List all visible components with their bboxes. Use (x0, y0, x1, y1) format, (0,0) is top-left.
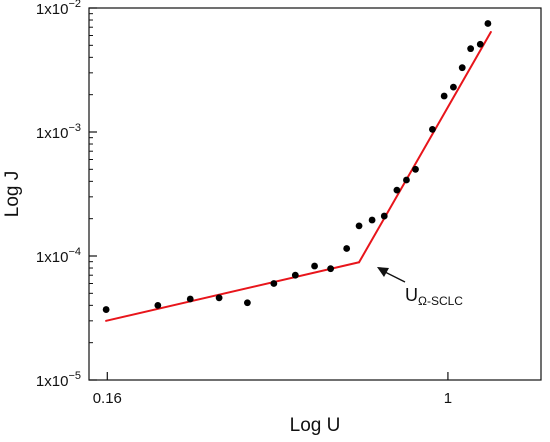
y-tick-label: 1x10−3 (36, 122, 81, 142)
data-point (440, 92, 448, 100)
data-point (215, 294, 223, 302)
y-tick-exponent: −5 (68, 370, 81, 382)
y-tick-label: 1x10−2 (36, 0, 81, 18)
data-points (102, 20, 492, 313)
data-point (476, 40, 484, 48)
annotation-label-main: U (405, 285, 418, 305)
data-point (343, 245, 351, 252)
y-tick-label: 1x10−4 (36, 246, 81, 266)
data-point (355, 222, 363, 230)
data-point (311, 262, 318, 270)
annotation-label: UΩ-SCLC (405, 285, 463, 308)
data-point (244, 299, 251, 307)
y-tick-exponent: −3 (68, 122, 81, 134)
y-tick-label: 1x10−5 (36, 370, 81, 390)
x-axis-title: Log U (290, 415, 341, 436)
breakpoint-annotation: UΩ-SCLC (377, 267, 463, 308)
fit-line-segment (105, 261, 361, 322)
y-tick-mantissa: 1x10 (36, 125, 69, 142)
y-axis-title: Log J (2, 171, 23, 217)
fit-lines (105, 31, 492, 322)
x-tick-label: 1 (444, 390, 452, 407)
data-point (484, 20, 492, 27)
data-point (467, 45, 475, 53)
data-point (412, 165, 419, 173)
y-tick-mantissa: 1x10 (36, 1, 69, 18)
y-tick-mantissa: 1x10 (36, 249, 69, 266)
data-point (450, 83, 457, 91)
data-point (393, 186, 401, 194)
data-point (291, 271, 299, 279)
data-point (429, 125, 436, 133)
data-point (458, 64, 466, 72)
plot-frame (88, 7, 542, 381)
y-tick-exponent: −2 (68, 0, 81, 10)
annotation-label-sub: Ω-SCLC (418, 294, 463, 308)
data-point (368, 216, 376, 224)
data-point (403, 176, 410, 184)
data-point (327, 265, 335, 273)
annotation-arrowhead (377, 267, 389, 277)
y-tick-exponent: −4 (68, 246, 81, 258)
fit-line-segment (358, 31, 492, 264)
data-point (270, 280, 278, 287)
data-point (186, 295, 194, 303)
x-tick-label: 0.16 (93, 390, 122, 407)
data-point (380, 212, 388, 220)
data-point (154, 301, 162, 309)
y-tick-mantissa: 1x10 (36, 373, 69, 390)
data-point (102, 306, 110, 313)
